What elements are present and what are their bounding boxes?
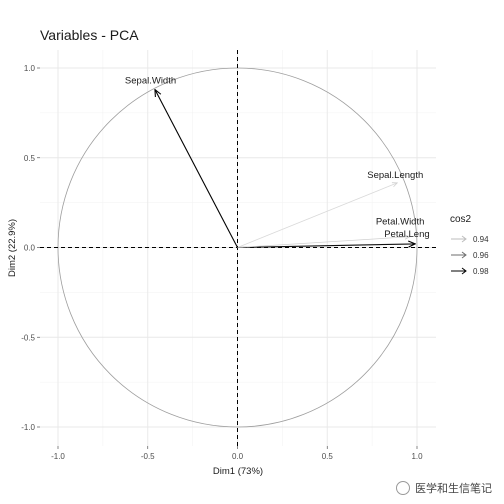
legend-items: 0.94 0.96 0.98 xyxy=(450,231,504,279)
wechat-logo-icon xyxy=(396,481,410,495)
y-tick-label: 0.5 xyxy=(24,154,36,163)
variable-labels: Sepal.Length Sepal.Width Petal.LengPetal.W… xyxy=(125,76,430,240)
axis-ticks: -1.0 -0.5 0.0 0.5 1.0 -1.0 -0.5 0.0 0.5 1.0 xyxy=(21,64,423,461)
arrow-sepal-length xyxy=(237,183,398,248)
label-petal-length: Petal.Leng xyxy=(384,229,429,240)
variable-arrows xyxy=(155,90,416,249)
y-tick-label: 0.0 xyxy=(24,244,36,253)
y-tick-label: -0.5 xyxy=(21,333,35,342)
legend-item: 0.98 xyxy=(450,263,504,279)
arrow-sepal-width xyxy=(155,90,238,248)
legend-label: 0.98 xyxy=(473,266,489,276)
x-tick-label: -1.0 xyxy=(51,452,65,461)
arrow-petal-length xyxy=(237,244,416,249)
x-tick-label: 0.0 xyxy=(232,452,244,461)
legend-arrow-icon xyxy=(451,267,467,275)
arrow-petal-width xyxy=(237,237,410,248)
legend-arrow-icon xyxy=(451,251,467,259)
legend-label: 0.96 xyxy=(473,250,489,260)
x-tick-label: 1.0 xyxy=(411,452,423,461)
legend-arrow-icon xyxy=(451,235,467,243)
label-sepal-length: Sepal.Length xyxy=(367,170,423,181)
chart-title: Variables - PCA xyxy=(40,27,139,43)
label-sepal-width: Sepal.Width xyxy=(125,76,176,87)
legend-label: 0.94 xyxy=(473,234,489,244)
legend-title: cos2 xyxy=(450,214,472,225)
legend-item: 0.96 xyxy=(450,247,504,263)
watermark-text: 医学和生信笔记 xyxy=(415,483,492,495)
label-petal-width: Petal.Width xyxy=(376,217,425,228)
x-tick-label: -0.5 xyxy=(141,452,155,461)
watermark: 医学和生信笔记 xyxy=(396,480,492,496)
x-tick-label: 0.5 xyxy=(322,452,334,461)
y-tick-label: -1.0 xyxy=(21,423,35,432)
legend-item: 0.94 xyxy=(450,231,504,247)
y-tick-label: 1.0 xyxy=(24,64,36,73)
x-axis-title: Dim1 (73%) xyxy=(213,466,263,477)
y-axis-title: Dim2 (22.9%) xyxy=(7,219,18,277)
legend: cos2 0.94 0.96 0.98 xyxy=(450,214,504,279)
